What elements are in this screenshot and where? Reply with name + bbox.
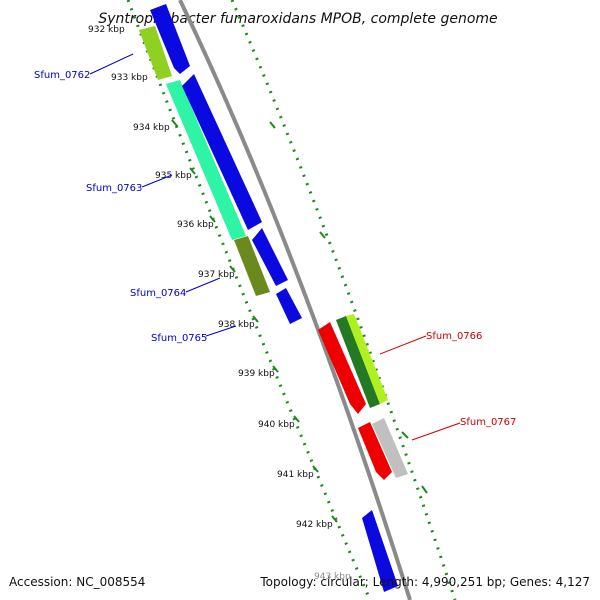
- cog-feature-0767[interactable]: [372, 418, 408, 478]
- map-title: Syntrophobacter fumaroxidans MPOB, compl…: [98, 11, 497, 27]
- genome-stats-text: Topology: circular; Length: 4,990,251 bp…: [259, 575, 590, 589]
- leader-line-sfum-0767: [411, 422, 461, 441]
- tick-label-942: 942 kbp: [296, 520, 333, 530]
- inner-tick-marks: [139, 29, 338, 523]
- gene-sfum-0763-arrow[interactable]: [182, 74, 262, 230]
- gene-label-sfum-0762[interactable]: Sfum_0762: [34, 70, 90, 81]
- leader-line-sfum-0762: [89, 53, 134, 75]
- leader-line-sfum-0764: [185, 277, 221, 293]
- leader-line-sfum-0766: [379, 335, 427, 355]
- tick-label-936: 936 kbp: [177, 220, 214, 230]
- tick-label-935: 935 kbp: [155, 171, 192, 181]
- tick-label-934: 934 kbp: [133, 123, 170, 133]
- tick-label-940: 940 kbp: [258, 420, 295, 430]
- gene-sfum-0766-arrow[interactable]: [318, 322, 366, 414]
- tick-label-933: 933 kbp: [111, 73, 148, 83]
- tick-label-943: 943 kbp: [314, 572, 351, 582]
- accession-text: Accession: NC_008554: [9, 575, 145, 589]
- gene-forward-lower-arrow[interactable]: [362, 510, 398, 592]
- tick-label-932: 932 kbp: [88, 25, 125, 35]
- tick-label-937: 937 kbp: [198, 270, 235, 280]
- leader-line-sfum-0765: [205, 325, 237, 337]
- tick-label-938: 938 kbp: [218, 320, 255, 330]
- outer-dotted-track: [230, 0, 457, 600]
- gene-sfum-0765-arrow[interactable]: [276, 288, 302, 324]
- cog-feature-0764[interactable]: [234, 236, 270, 296]
- gene-label-sfum-0767[interactable]: Sfum_0767: [460, 417, 516, 428]
- gene-sfum-0767-arrow[interactable]: [358, 422, 392, 480]
- cog-feature-0762[interactable]: [139, 26, 172, 80]
- leader-line-sfum-0763: [141, 174, 173, 188]
- genome-backbone: [178, 0, 412, 600]
- gene-label-sfum-0766[interactable]: Sfum_0766: [426, 331, 482, 342]
- gene-sfum-0764-arrow[interactable]: [252, 228, 288, 286]
- tick-label-941: 941 kbp: [277, 470, 314, 480]
- tick-label-939: 939 kbp: [238, 369, 275, 379]
- cog-feature-0766-light[interactable]: [346, 314, 388, 404]
- gene-sfum-0762-arrow[interactable]: [150, 4, 190, 74]
- gene-label-sfum-0764[interactable]: Sfum_0764: [130, 288, 186, 299]
- inner-dotted-track: [126, 0, 372, 600]
- gene-label-sfum-0765[interactable]: Sfum_0765: [151, 333, 207, 344]
- cog-feature-0766[interactable]: [336, 316, 380, 408]
- gene-label-sfum-0763[interactable]: Sfum_0763: [86, 183, 142, 194]
- cog-feature-0763[interactable]: [166, 80, 246, 240]
